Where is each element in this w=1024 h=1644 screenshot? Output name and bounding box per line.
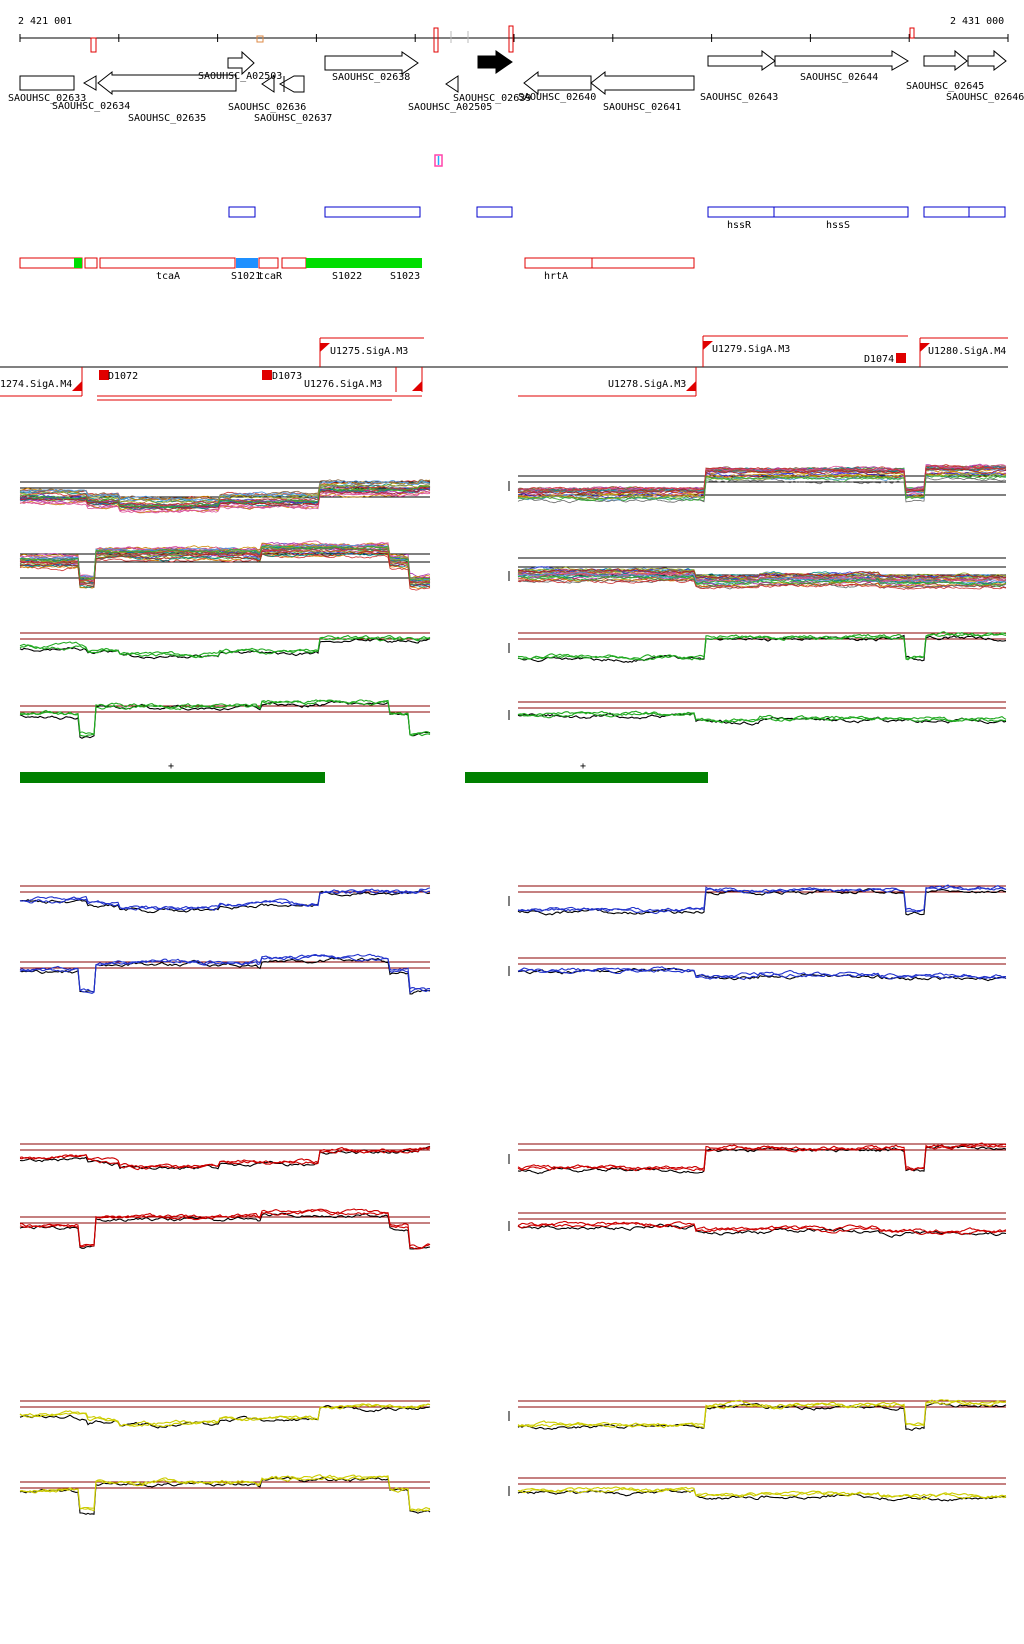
feature-label[interactable]: S1021 — [231, 271, 261, 282]
expression-tile — [19, 885, 431, 914]
operon-track: U1275.SigA.M3 U1279.SigA.M3 D1074 U1280.… — [0, 335, 1008, 401]
gene-label[interactable]: SAOUHSC_A02503 — [198, 71, 282, 82]
gene-arrow[interactable] — [774, 50, 909, 71]
feature-label[interactable]: hssS — [826, 220, 850, 231]
expression-tile — [19, 479, 431, 514]
gene-label[interactable]: SAOUHSC_A02505 — [408, 102, 492, 113]
gene-label[interactable]: SAOUHSC_02637 — [254, 113, 332, 124]
gene-arrow[interactable] — [523, 70, 592, 96]
gene-label[interactable]: SAOUHSC_02641 — [603, 102, 681, 113]
gene-arrow[interactable] — [445, 75, 459, 93]
expression-tile — [19, 699, 431, 739]
red-feature-track: tcaA S1021 tcaR S1022 S1023 hrtA — [19, 257, 695, 282]
operon-label[interactable]: U1276.SigA.M3 — [304, 379, 382, 390]
end-coordinate: 2 431 000 — [950, 16, 1004, 27]
operon-label[interactable]: D1072 — [108, 371, 138, 382]
region-mark: + — [168, 761, 174, 772]
expression-tile — [19, 632, 431, 660]
expression-tile — [508, 957, 1007, 982]
gene-arrow[interactable] — [19, 75, 75, 91]
gene-label[interactable]: SAOUHSC_02644 — [800, 72, 878, 83]
operon-label[interactable]: D1073 — [272, 371, 302, 382]
gene-label[interactable]: SAOUHSC_02635 — [128, 113, 206, 124]
gene-arrow[interactable] — [967, 49, 1007, 71]
expression-tile — [19, 1474, 431, 1515]
gene-arrow[interactable] — [261, 75, 275, 93]
expression-tile — [508, 884, 1007, 916]
region-bar[interactable] — [20, 772, 325, 783]
expression-tile — [508, 701, 1007, 726]
gene-track: SAOUHSC_02633 SAOUHSC_02634 SAOUHSC_0263… — [8, 49, 1024, 124]
feature-label[interactable]: S1022 — [332, 271, 362, 282]
expression-tile — [19, 1208, 431, 1250]
gene-arrow[interactable] — [97, 70, 237, 96]
feature-label[interactable]: hrtA — [544, 271, 568, 282]
operon-label[interactable]: U1279.SigA.M3 — [712, 344, 790, 355]
gene-label[interactable]: SAOUHSC_02643 — [700, 92, 778, 103]
gene-label[interactable]: SAOUHSC_02638 — [332, 72, 410, 83]
feature-label[interactable]: tcaA — [156, 271, 180, 282]
gene-label[interactable]: SAOUHSC_02633 — [8, 93, 86, 104]
gene-arrow-highlight[interactable] — [477, 50, 513, 74]
gene-label[interactable]: SAOUHSC_02645 — [906, 81, 984, 92]
gene-arrow[interactable] — [278, 75, 305, 93]
expression-tile — [508, 557, 1007, 590]
expression-tile — [508, 1399, 1007, 1432]
expression-tile — [508, 1142, 1007, 1175]
operon-label[interactable]: 1274.SigA.M4 — [0, 379, 72, 390]
expression-tile — [19, 540, 431, 591]
expression-tile — [19, 1400, 431, 1429]
feature-label[interactable]: tcaR — [258, 271, 283, 282]
gene-label[interactable]: SAOUHSC_02646 — [946, 92, 1024, 103]
gene-label[interactable]: SAOUHSC_02639 — [453, 93, 531, 104]
expression-tile — [508, 1212, 1007, 1238]
gene-arrow[interactable] — [227, 50, 255, 76]
expression-tile — [19, 953, 431, 995]
gene-label[interactable]: SAOUHSC_02640 — [518, 92, 596, 103]
region-bars: + + — [20, 761, 708, 783]
region-bar[interactable] — [465, 772, 708, 783]
operon-label[interactable]: U1275.SigA.M3 — [330, 346, 408, 357]
coordinate-ruler: 2 421 001 2 431 000 — [18, 16, 1009, 53]
region-mark: + — [580, 761, 586, 772]
gene-arrow[interactable] — [83, 75, 97, 91]
operon-label[interactable]: U1278.SigA.M3 — [608, 379, 686, 390]
expression-tile — [508, 1477, 1007, 1502]
site-marker — [434, 154, 443, 167]
expression-tile — [508, 631, 1007, 663]
feature-label[interactable]: S1023 — [390, 271, 420, 282]
gene-label[interactable]: SAOUHSC_02636 — [228, 102, 306, 113]
gene-arrow[interactable] — [324, 51, 419, 75]
operon-label[interactable]: D1074 — [864, 354, 894, 365]
expression-tile — [508, 463, 1007, 504]
gene-label[interactable]: SAOUHSC_02634 — [52, 101, 130, 112]
gene-arrow[interactable] — [707, 49, 776, 71]
operon-label[interactable]: U1280.SigA.M4 — [928, 346, 1006, 357]
start-coordinate: 2 421 001 — [18, 16, 72, 27]
feature-label[interactable]: hssR — [727, 220, 752, 231]
expression-panels — [19, 463, 1007, 1515]
gene-arrow[interactable] — [590, 70, 695, 96]
blue-feature-track: hssR hssS — [228, 206, 1006, 231]
gene-arrow[interactable] — [923, 49, 968, 71]
expression-tile — [19, 1143, 431, 1171]
